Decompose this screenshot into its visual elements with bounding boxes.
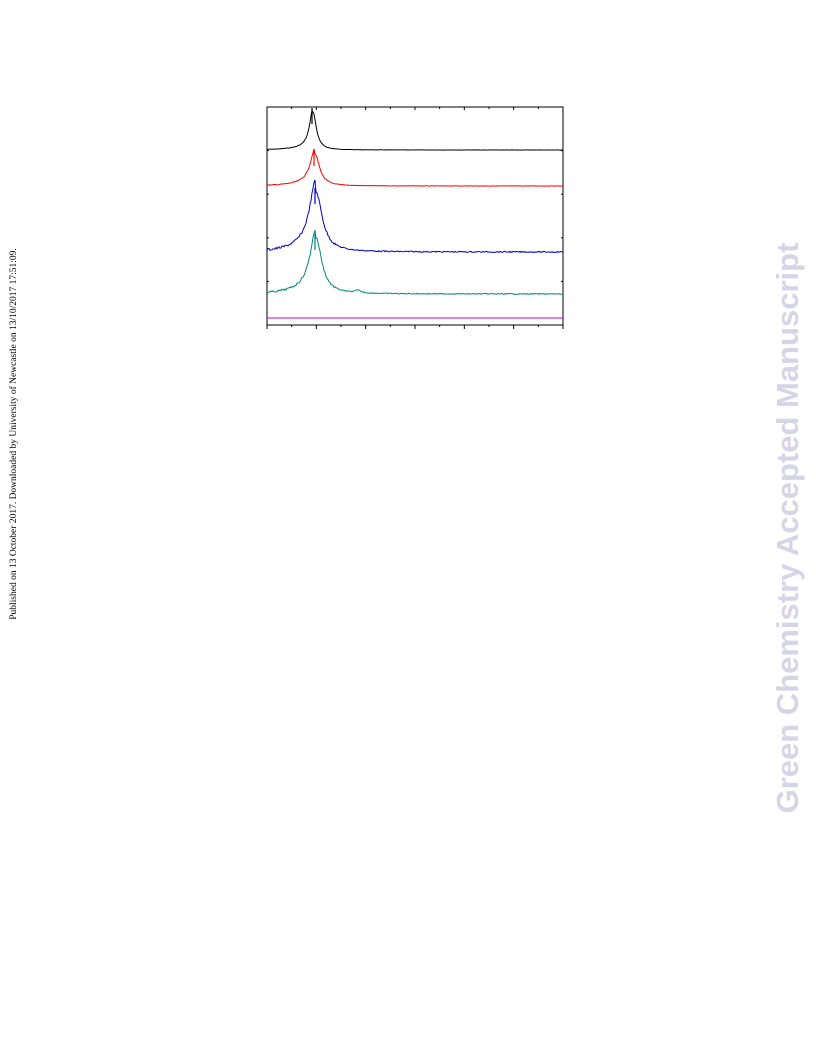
- trace-teal: [266, 229, 564, 295]
- trace-black: [267, 109, 564, 151]
- plot-frame: [266, 106, 564, 326]
- trace-red: [266, 148, 564, 187]
- spectra-plot: [266, 106, 564, 329]
- watermark-text: Green Chemistry Accepted Manuscript: [770, 242, 805, 814]
- publication-note-text: Published on 13 October 2017. Downloaded…: [9, 248, 19, 620]
- spectra-traces: [266, 108, 564, 319]
- axis-ticks: [266, 107, 564, 329]
- spectra-figure: [262, 102, 568, 332]
- trace-blue: [266, 179, 564, 254]
